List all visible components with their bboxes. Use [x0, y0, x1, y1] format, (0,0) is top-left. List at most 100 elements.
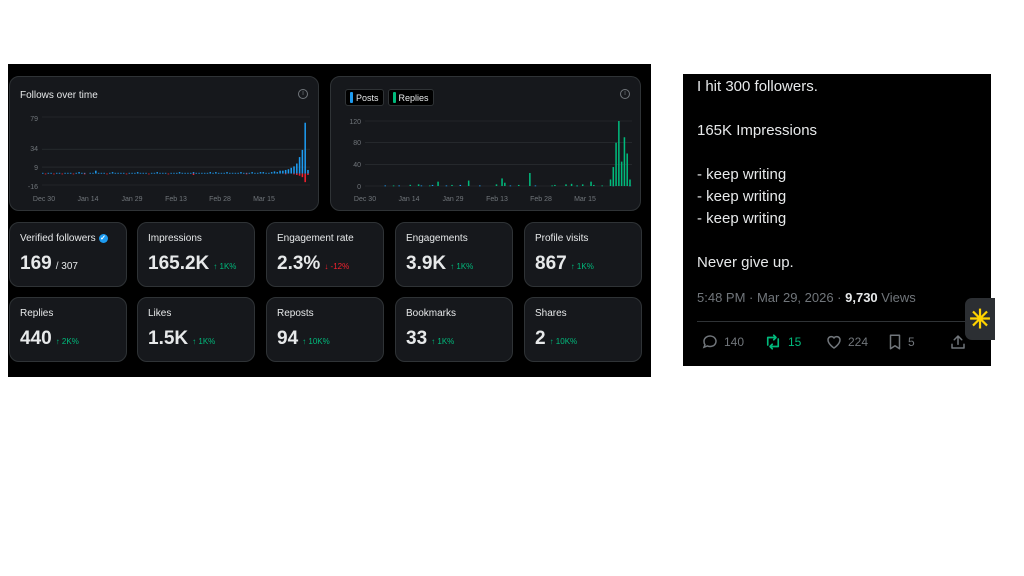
x-tick: Dec 30	[33, 196, 55, 203]
chart-bar	[409, 184, 412, 186]
chart-bar	[170, 172, 172, 174]
chart-bar	[50, 172, 52, 174]
chart-bar	[184, 172, 186, 174]
chart-bar	[428, 185, 431, 187]
tweet-card[interactable]: I hit 300 followers. 165K Impressions - …	[683, 74, 991, 366]
x-tick: Feb 28	[530, 196, 552, 203]
stat-total: / 307	[55, 261, 78, 272]
tweet-text-line: 165K Impressions	[697, 122, 818, 139]
stat-replies[interactable]: Replies 440 ↑ 2K%	[9, 297, 127, 362]
info-icon[interactable]: i	[298, 89, 308, 99]
chart-bar	[106, 173, 108, 175]
chart-bar	[590, 181, 592, 186]
chart-bar	[203, 172, 206, 174]
chart-bar	[262, 172, 265, 174]
chart-bar	[509, 185, 512, 187]
stat-label: Replies	[20, 308, 54, 319]
chart-bar	[117, 172, 119, 174]
chart-bar	[109, 172, 111, 174]
chart-bar	[176, 172, 178, 174]
y-tick: 34	[30, 146, 38, 153]
share-button[interactable]	[949, 333, 967, 351]
chart-bar	[256, 172, 259, 174]
stat-reposts[interactable]: Reposts 94 ↑ 10K%	[266, 297, 384, 362]
chart-bar	[296, 173, 298, 175]
stat-value: 94	[277, 328, 299, 349]
reply-button[interactable]: 140	[701, 333, 744, 351]
chart-bar	[89, 172, 91, 174]
x-tick: Mar 15	[253, 196, 275, 203]
legend-posts-label: Posts	[356, 92, 379, 103]
chart-bar	[164, 172, 167, 174]
stat-change: ↑ 1K%	[213, 262, 237, 271]
stat-label: Engagement rate	[277, 233, 354, 244]
stat-shares[interactable]: Shares 2 ↑ 10K%	[524, 297, 642, 362]
analytics-panel: Follows over time i 79 34 9 -16 Dec 30 J…	[8, 64, 651, 377]
follows-chart-card: Follows over time i 79 34 9 -16 Dec 30 J…	[9, 76, 319, 211]
tweet-text-line: Never give up.	[697, 254, 794, 271]
reply-icon	[702, 335, 717, 349]
chart-bar	[243, 172, 245, 174]
chart-bar	[58, 172, 61, 174]
info-icon[interactable]: i	[620, 89, 630, 99]
chart-bar	[234, 172, 237, 174]
chart-bar	[67, 172, 69, 174]
stat-value: 165.2K	[148, 253, 210, 274]
x-tick: Jan 14	[398, 196, 419, 203]
chart-bar	[384, 185, 386, 187]
legend-posts[interactable]: Posts	[345, 89, 384, 106]
stat-engagements[interactable]: Engagements 3.9K ↑ 1K%	[395, 222, 513, 287]
stat-engagement-rate[interactable]: Engagement rate 2.3% ↓ -12%	[266, 222, 384, 287]
like-button[interactable]: 224	[825, 333, 868, 351]
follows-chart: 79 34 9 -16 Dec 30 Jan 14 Jan 29 Feb 13 …	[28, 116, 310, 203]
chart-bar	[139, 172, 142, 174]
chart-bar	[293, 173, 295, 175]
bookmark-icon	[889, 334, 901, 350]
stat-likes[interactable]: Likes 1.5K ↑ 1K%	[137, 297, 255, 362]
chart-bar	[570, 183, 573, 186]
legend-replies[interactable]: Replies	[387, 89, 434, 106]
verified-badge-icon: ✓	[98, 234, 108, 243]
y-tick: 80	[353, 140, 361, 147]
bookmark-button[interactable]: 5	[887, 333, 915, 351]
chart-legend: Posts Replies	[345, 89, 434, 106]
chart-bar	[237, 172, 239, 174]
reply-count: 140	[724, 335, 745, 349]
x-tick: Feb 28	[209, 196, 231, 203]
stat-bookmarks[interactable]: Bookmarks 33 ↑ 1K%	[395, 297, 513, 362]
chart-bar	[156, 172, 158, 174]
chart-bar	[298, 157, 301, 174]
posts-chart: 120 80 40 0 Dec 30 Jan 14 Jan 29 Feb 13 …	[349, 119, 632, 203]
chart-bar	[284, 173, 287, 175]
chart-bar	[517, 184, 520, 186]
stat-value: 867	[535, 253, 567, 274]
chart-bar	[431, 184, 434, 186]
stat-profile-visits[interactable]: Profile visits 867 ↑ 1K%	[524, 222, 642, 287]
grok-icon[interactable]: ✳	[965, 298, 995, 340]
stat-row: 94 ↑ 10K%	[277, 328, 330, 350]
stat-change: ↑ 1K%	[570, 262, 594, 271]
x-tick: Mar 15	[574, 196, 596, 203]
chart-bar	[609, 179, 612, 186]
stat-label-text: Verified followers	[20, 233, 96, 244]
chart-bar	[304, 173, 306, 183]
y-tick: 79	[30, 116, 38, 123]
stat-change: ↑ 10K%	[549, 337, 578, 346]
stat-verified-followers[interactable]: Verified followers ✓ 169 / 307	[9, 222, 127, 287]
chart-bar	[268, 172, 270, 174]
tweet-timestamp[interactable]: 5:48 PM · Mar 29, 2026 · 9,730 Views	[697, 290, 916, 305]
stat-impressions[interactable]: Impressions 165.2K ↑ 1K%	[137, 222, 255, 287]
chart-bar	[150, 172, 153, 174]
stat-label: Shares	[535, 308, 567, 319]
chart-bar	[209, 172, 212, 174]
chart-bar	[276, 172, 279, 174]
stat-row: 1.5K ↑ 1K%	[148, 328, 215, 350]
chart-bar	[293, 166, 295, 174]
repost-button[interactable]: 15	[763, 333, 801, 351]
chart-bar	[198, 172, 200, 174]
x-tick: Jan 14	[77, 196, 98, 203]
chart-bar	[270, 172, 273, 174]
chart-bar	[114, 172, 117, 174]
stat-label: Engagements	[406, 233, 468, 244]
chart-bar	[259, 172, 262, 174]
